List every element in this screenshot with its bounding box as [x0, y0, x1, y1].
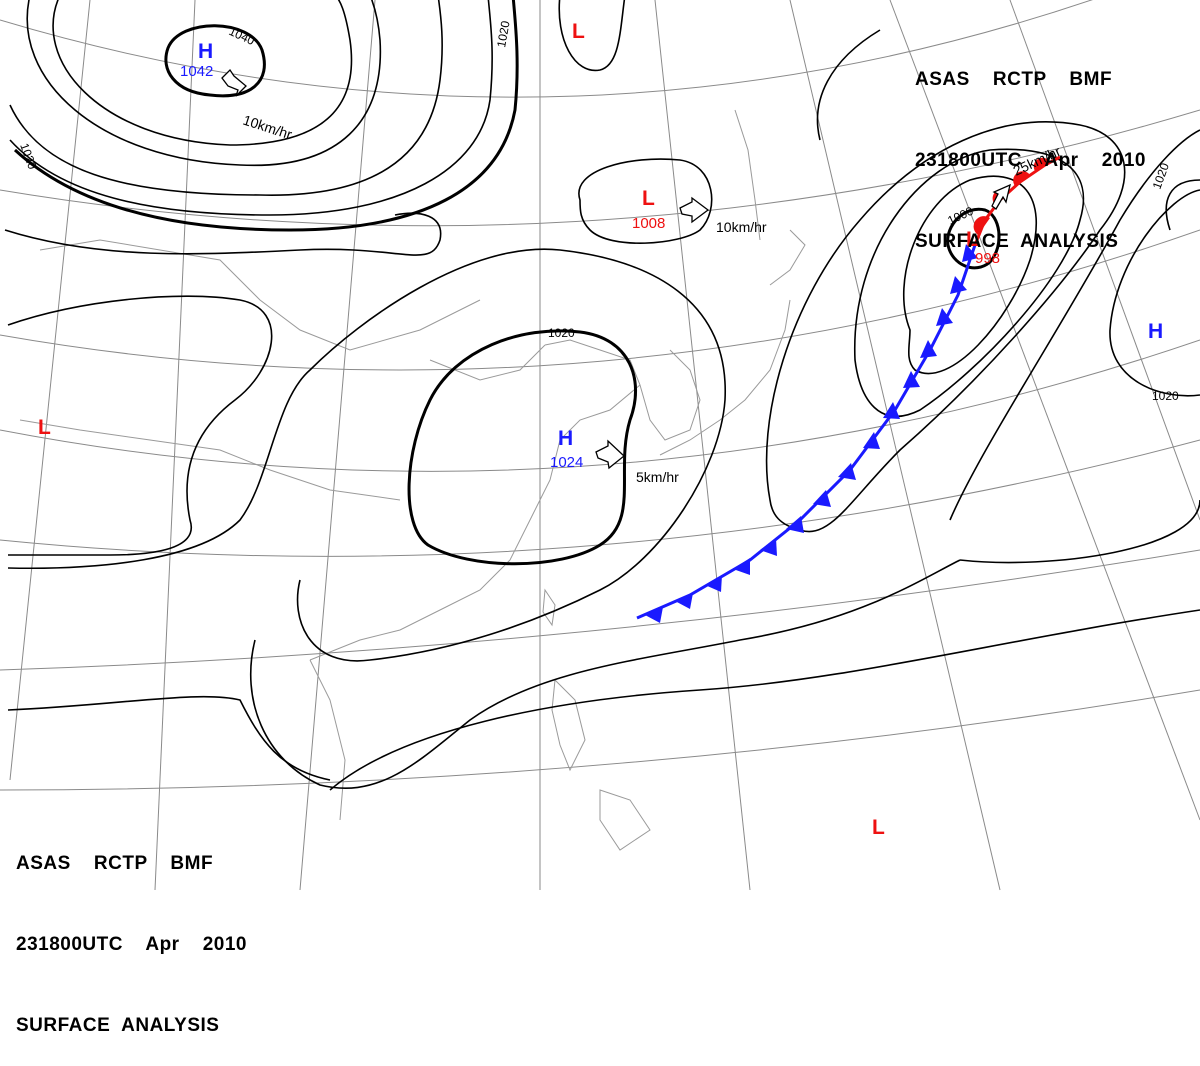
chart-header-bottom-left: ASAS RCTP BMF 231800UTC Apr 2010 SURFACE… [16, 796, 247, 1066]
isobar-1020-china [407, 329, 638, 566]
high-value: 1024 [550, 454, 583, 471]
high-symbol: H [198, 40, 213, 63]
isobar [329, 609, 1200, 791]
cold-front [636, 244, 978, 623]
high-center-east: H [1148, 320, 1163, 343]
border-line-1 [39, 239, 481, 351]
isobar-1020-east [1109, 189, 1200, 397]
isobar [558, 0, 626, 72]
border-line-3 [429, 344, 546, 381]
isobar [949, 129, 1200, 521]
motion-arrow-h-china [595, 439, 625, 470]
high-center-china: H 1024 [550, 427, 583, 471]
isobar [1165, 179, 1200, 231]
isobar [854, 148, 1085, 418]
japan-honshu [659, 299, 791, 456]
header-line-time: 231800UTC Apr 2010 [16, 934, 247, 955]
surface-analysis-map: 1040 1020 1020 1020 1020 1000 1020 [0, 0, 1200, 891]
taiwan [542, 588, 556, 627]
low-center-pacific: L [872, 816, 885, 839]
header-line-title: SURFACE ANALYSIS [915, 231, 1119, 252]
low-value: 1008 [632, 215, 665, 232]
japan-hokkaido [769, 229, 806, 286]
isobar [9, 0, 493, 216]
isobar-1000 [946, 207, 1001, 270]
border-line-2 [19, 419, 401, 501]
header-line-station: ASAS RCTP BMF [16, 853, 214, 874]
isobar [816, 29, 881, 141]
indochina-coast [309, 659, 346, 821]
korea-coast [639, 349, 701, 441]
pressure-centers: H 1042 H 1024 H L L 1008 L 998 L L [38, 20, 1163, 839]
isobar-1020-north [13, 0, 519, 232]
header-line-title: SURFACE ANALYSIS [16, 1015, 220, 1036]
header-line-time: 231800UTC Apr 2010 [915, 150, 1146, 171]
low-symbol: L [966, 228, 979, 251]
isobar-label: 1020 [1152, 389, 1179, 403]
high-value: 1042 [180, 63, 213, 80]
motion-arrow-l-cyclone [991, 183, 1011, 210]
motion-arrow-l-mongolia [679, 196, 710, 224]
low-symbol: L [642, 187, 655, 210]
isobar [249, 559, 961, 790]
low-symbol: L [38, 416, 51, 439]
isobar [7, 295, 273, 556]
isobar-label: 1020 [494, 19, 512, 48]
china-coast [309, 339, 641, 661]
coastlines [19, 109, 806, 851]
isobar [902, 175, 1038, 375]
chart-header-top-right: ASAS RCTP BMF 231800UTC Apr 2010 SURFACE… [915, 12, 1146, 282]
isobar-1040 [164, 24, 266, 98]
low-center-north: L [572, 20, 585, 43]
low-center-west: L [38, 416, 51, 439]
isobar [52, 0, 353, 146]
sakhalin [734, 109, 761, 241]
isobars [4, 0, 1200, 791]
isobar [765, 121, 1126, 533]
isobar [9, 0, 443, 196]
isobar-label: 1020 [548, 326, 575, 340]
low-symbol: L [572, 20, 585, 43]
motion-speed: 5km/hr [636, 469, 679, 485]
low-center-cyclone: L 998 [966, 228, 1000, 267]
low-center-mongolia: L 1008 [632, 187, 665, 232]
philippines-south [599, 789, 651, 851]
low-value: 998 [975, 250, 1000, 267]
high-center-northwest: H 1042 [180, 40, 213, 80]
high-symbol: H [558, 427, 573, 450]
motion-arrow-h-northwest [221, 68, 247, 97]
header-line-station: ASAS RCTP BMF [915, 69, 1113, 90]
isobar [578, 158, 713, 244]
low-symbol: L [872, 816, 885, 839]
isobar [26, 0, 382, 167]
motion-arrows [221, 68, 1011, 470]
philippines-luzon [551, 678, 586, 772]
isobar [4, 212, 442, 256]
motion-speed: 10km/hr [716, 219, 767, 235]
high-symbol: H [1148, 320, 1163, 343]
isobar [959, 499, 1200, 564]
isobar [7, 248, 726, 662]
graticule [0, 0, 1200, 891]
